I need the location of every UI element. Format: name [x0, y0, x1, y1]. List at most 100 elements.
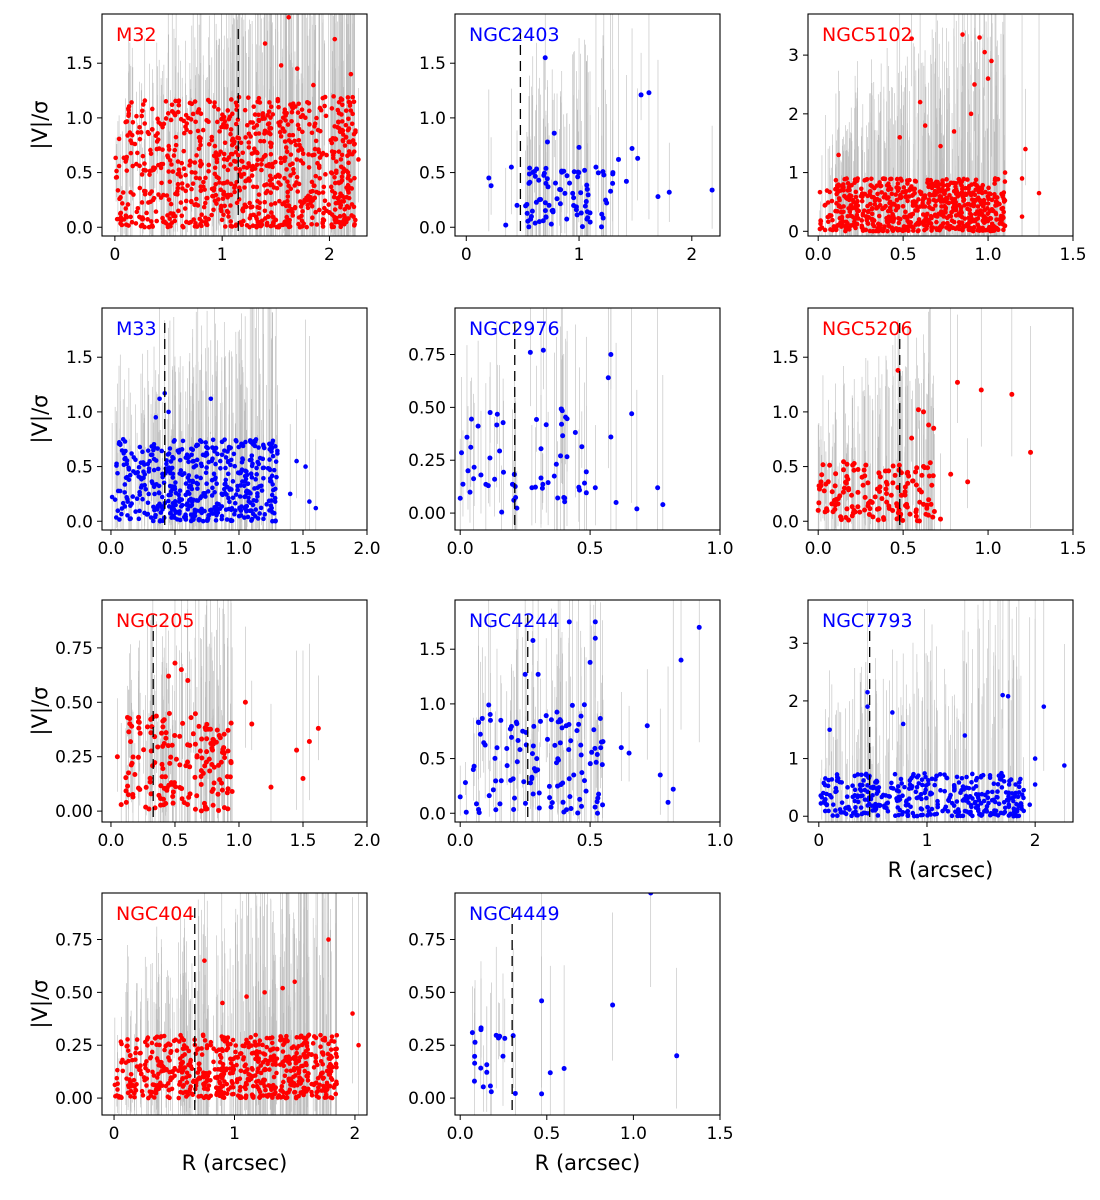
data-point [841, 467, 847, 473]
data-point [172, 147, 178, 153]
data-point [198, 475, 203, 481]
data-point [973, 187, 979, 192]
data-point [613, 500, 619, 506]
data-point [254, 465, 259, 471]
data-point [494, 411, 500, 417]
data-point [905, 480, 911, 486]
data-point [835, 501, 841, 507]
data-point [202, 804, 208, 810]
data-point [578, 803, 584, 809]
data-point [996, 201, 1001, 207]
axes-frame [807, 13, 1074, 237]
data-point [217, 129, 222, 134]
data-point [267, 140, 273, 146]
data-point [902, 492, 908, 498]
plot-area [817, 14, 1042, 236]
data-point [910, 478, 916, 484]
data-point [201, 204, 207, 210]
data-point [513, 495, 519, 501]
data-point [972, 82, 977, 87]
data-point [568, 738, 574, 744]
data-point [159, 448, 165, 454]
data-point [180, 438, 186, 444]
data-point [267, 457, 272, 462]
data-point [892, 472, 898, 478]
data-point [608, 188, 614, 194]
data-point [857, 509, 863, 515]
data-point [579, 444, 585, 450]
data-point [210, 437, 216, 443]
data-point [1009, 391, 1015, 397]
data-point [555, 756, 561, 762]
data-point [125, 106, 131, 111]
data-point [173, 784, 179, 790]
y-axis-label: |V|/σ [28, 395, 53, 444]
data-point [237, 505, 242, 511]
data-point [116, 163, 122, 169]
data-point [262, 208, 268, 214]
data-point [140, 496, 145, 502]
data-point [209, 212, 214, 218]
data-point [527, 165, 533, 171]
y-tick-label: 0.0 [66, 512, 93, 532]
data-point [599, 211, 605, 217]
data-point [592, 485, 598, 491]
data-point [536, 219, 542, 225]
data-point [986, 226, 991, 232]
data-point [538, 475, 544, 481]
y-tick-label: 0.5 [772, 458, 799, 478]
data-point [166, 504, 172, 509]
data-point [889, 780, 894, 786]
data-point [244, 488, 250, 494]
data-point [186, 491, 192, 496]
data-point [224, 208, 230, 214]
data-point [600, 802, 606, 808]
data-point [486, 702, 492, 708]
data-point [894, 176, 900, 182]
data-point [529, 208, 535, 214]
data-point [254, 162, 260, 168]
y-tick-label: 0.75 [408, 346, 446, 366]
data-point [203, 440, 209, 445]
data-point [626, 750, 632, 756]
data-point [576, 144, 582, 150]
data-point [288, 140, 294, 145]
data-point [187, 158, 193, 164]
data-point [169, 220, 175, 226]
panel-ngc205: 0.0 0.5 1.0 1.5 2.00.000.250.500.75NGC205|V|… [28, 599, 381, 851]
data-point [235, 483, 240, 489]
data-point [859, 218, 865, 223]
data-point [905, 198, 910, 204]
data-point [125, 513, 130, 518]
data-point [297, 142, 302, 148]
data-point [332, 180, 338, 186]
data-point [464, 434, 470, 440]
data-point [629, 146, 635, 152]
data-point [870, 222, 876, 227]
data-point [979, 227, 984, 232]
data-point [463, 809, 469, 815]
data-point [839, 215, 845, 221]
data-point [335, 107, 341, 113]
data-point [467, 489, 473, 495]
data-point [577, 487, 583, 493]
data-point [290, 132, 296, 138]
data-point [564, 173, 570, 179]
data-point [572, 430, 578, 436]
data-point [284, 110, 289, 116]
data-point [297, 224, 303, 230]
data-point [252, 166, 258, 171]
data-point [138, 130, 144, 135]
data-point [843, 514, 849, 520]
data-point [242, 699, 248, 705]
data-point [457, 794, 463, 800]
data-point [248, 439, 253, 445]
data-point [209, 745, 215, 751]
data-point [817, 226, 823, 232]
data-point [543, 214, 549, 220]
data-point [188, 117, 194, 122]
data-point [940, 178, 945, 183]
data-point [242, 185, 247, 190]
y-tick-label: 1.0 [772, 403, 799, 423]
data-point [129, 451, 134, 456]
